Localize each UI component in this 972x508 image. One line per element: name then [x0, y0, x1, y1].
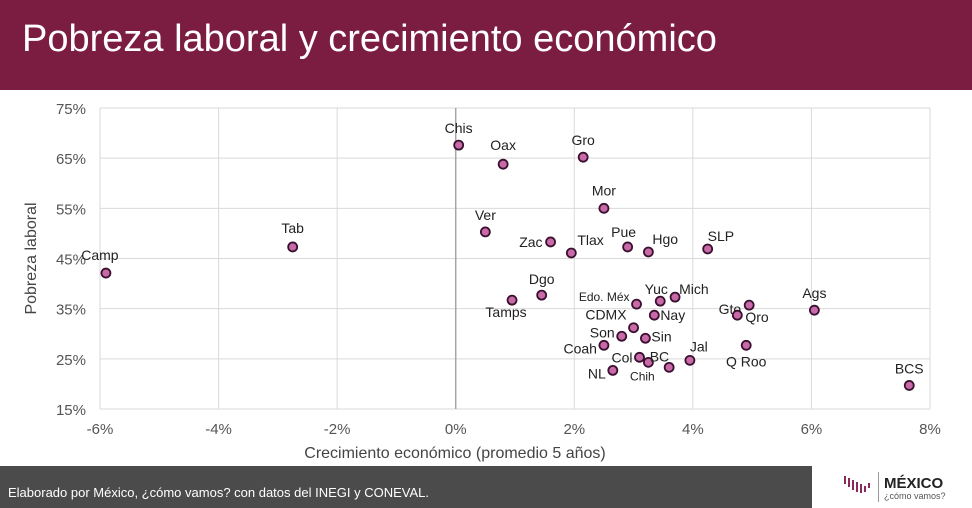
data-point [628, 322, 639, 334]
mexico-como-vamos-logo: MÉXICO ¿cómo vamos? [840, 466, 972, 508]
y-tick-label: 55% [56, 201, 86, 218]
data-point [731, 309, 743, 321]
data-point [545, 236, 556, 248]
data-point [622, 241, 634, 253]
data-point [453, 139, 465, 151]
data-point [536, 289, 548, 301]
logo-bars-icon: MÉXICO ¿cómo vamos? [844, 472, 946, 502]
x-tick-label: 4% [682, 421, 704, 438]
data-point [642, 356, 654, 368]
point-label: Gro [572, 132, 596, 148]
data-point [663, 361, 675, 373]
data-point [479, 226, 491, 238]
data-point [287, 241, 299, 253]
data-point [577, 151, 589, 163]
x-tick-label: -6% [87, 421, 114, 438]
y-tick-label: 45% [56, 252, 86, 269]
data-point [598, 339, 610, 351]
point-label: Dgo [529, 271, 555, 287]
point-label: Coah [563, 340, 596, 356]
point-label: Q Roo [726, 353, 767, 369]
point-label: BC [650, 348, 669, 364]
point-label: Pue [611, 224, 636, 240]
y-axis-title: Pobreza laboral [23, 202, 40, 314]
data-point [631, 298, 642, 310]
data-point [640, 332, 651, 344]
data-point [743, 299, 755, 311]
data-point [702, 243, 714, 255]
point-label: NL [588, 365, 606, 381]
point-label: Chis [445, 120, 473, 136]
point-label: Nay [660, 307, 685, 323]
point-label: Tlax [577, 232, 603, 248]
point-label: Oax [490, 137, 516, 153]
data-point [506, 294, 518, 306]
x-tick-label: -2% [324, 421, 351, 438]
point-label: Chih [630, 369, 655, 383]
x-tick-label: 0% [445, 421, 467, 438]
point-label: Jal [690, 338, 708, 354]
point-label: Col [611, 349, 632, 365]
x-axis-title: Crecimiento económico (promedio 5 años) [304, 445, 605, 462]
logo-subtitle: ¿cómo vamos? [884, 491, 946, 501]
y-tick-label: 35% [56, 302, 86, 319]
data-point [565, 247, 577, 259]
point-label: Sin [651, 328, 671, 344]
point-label: Tamps [485, 304, 526, 320]
x-tick-label: -4% [205, 421, 232, 438]
data-point [903, 380, 915, 391]
point-label: Mich [679, 281, 709, 297]
data-point [497, 158, 509, 170]
data-point [598, 202, 610, 214]
y-tick-label: 25% [56, 352, 86, 369]
point-label: Camp [81, 247, 119, 263]
x-tick-label: 8% [919, 421, 941, 438]
data-point [634, 351, 645, 363]
point-label: CDMX [585, 307, 627, 323]
x-tick-label: 2% [563, 421, 585, 438]
data-point [648, 309, 660, 321]
point-label: Qro [745, 309, 769, 325]
point-label: Ags [802, 285, 826, 301]
point-label: Yuc [645, 281, 668, 297]
data-point [607, 364, 619, 376]
point-label: BCS [895, 360, 924, 376]
point-label: Tab [281, 220, 304, 236]
data-point [808, 304, 820, 316]
scatter-chart: 15% 25% 35% 45% 55% 65% 75% -6% -4% -2% 0% 2% 4% 6% 8%… [23, 101, 941, 462]
point-label: Son [590, 324, 615, 340]
header-band: Pobreza laboral y crecimiento económico [0, 0, 972, 90]
source-note: Elaborado por México, ¿cómo vamos? con d… [8, 485, 429, 500]
data-point [616, 330, 628, 342]
data-point [684, 354, 696, 366]
data-point [740, 339, 752, 351]
page-title: Pobreza laboral y crecimiento económico [22, 18, 717, 60]
point-label: SLP [708, 228, 734, 244]
point-label: Zac [519, 234, 542, 250]
point-label: Ver [475, 207, 496, 223]
point-label: Hgo [652, 231, 678, 247]
point-label: Mor [592, 182, 616, 198]
logo-title: MÉXICO [884, 475, 944, 492]
data-point [669, 291, 681, 303]
data-point [642, 246, 654, 258]
data-point [100, 267, 112, 279]
x-tick-label: 6% [801, 421, 823, 438]
y-tick-label: 75% [56, 101, 86, 118]
y-tick-label: 65% [56, 151, 86, 168]
footer-band: Elaborado por México, ¿cómo vamos? con d… [0, 466, 812, 508]
point-label: Edo. Méx [579, 290, 630, 304]
y-tick-label: 15% [56, 402, 86, 419]
data-point [654, 295, 666, 307]
